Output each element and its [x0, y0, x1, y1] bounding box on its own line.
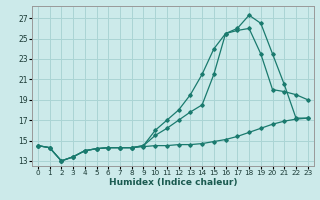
X-axis label: Humidex (Indice chaleur): Humidex (Indice chaleur) — [108, 178, 237, 187]
